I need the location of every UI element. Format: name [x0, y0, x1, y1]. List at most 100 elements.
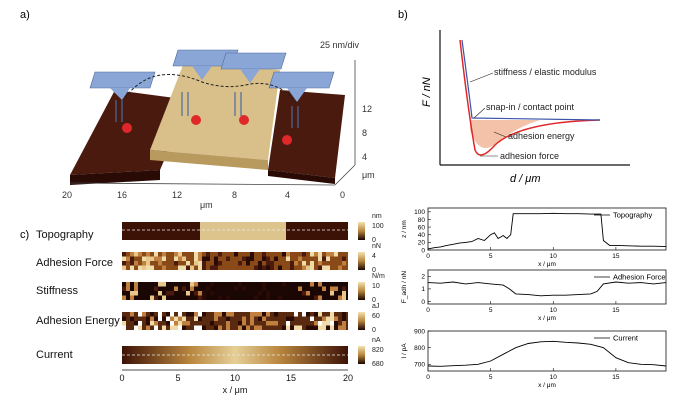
map-pixel: [134, 261, 138, 266]
colorbar-2-min: 0: [372, 297, 376, 304]
map-pixel: [270, 265, 274, 270]
plot-frame: [427, 207, 667, 251]
y-tick-label: 0: [421, 299, 425, 306]
map-pixel: [130, 312, 134, 317]
map-pixel: [310, 316, 314, 321]
map-pixel: [190, 265, 194, 270]
map-pixel: [282, 282, 286, 287]
x-tick-label: 5: [489, 307, 493, 314]
plot-xlabel: x / μm: [538, 315, 556, 322]
map-pixel: [138, 252, 142, 257]
map-pixel: [134, 321, 138, 326]
map-pixel: [318, 312, 322, 317]
surface-right: [268, 90, 345, 178]
panel-c-label: c): [20, 229, 29, 241]
map-pixel: [262, 286, 266, 291]
map-pixel: [154, 321, 158, 326]
surface-right-side: [268, 170, 335, 184]
map-pixel: [218, 252, 222, 257]
c-x-tick-2: 10: [230, 373, 240, 383]
map-pixel: [186, 261, 190, 266]
map-pixel: [250, 256, 254, 261]
map-pixel: [246, 265, 250, 270]
map-pixel: [194, 325, 198, 330]
map-adhesion-force: [122, 252, 348, 270]
map-pixel: [198, 261, 202, 266]
series-line: [427, 281, 667, 297]
map-pixel: [302, 252, 306, 257]
c-x-tick-0: 0: [119, 373, 124, 383]
map-pixel: [310, 252, 314, 257]
map-pixel: [214, 252, 218, 257]
map-pixel: [266, 265, 270, 270]
panel-a: a): [20, 9, 375, 210]
plot-xlabel: x / μm: [538, 261, 556, 268]
b-xlabel: d / μm: [510, 173, 540, 185]
map-pixel: [318, 256, 322, 261]
map-pixel: [122, 325, 126, 330]
map-pixel: [134, 325, 138, 330]
map-pixel: [170, 312, 174, 317]
map-pixel: [242, 321, 246, 326]
map-pixel: [146, 321, 150, 326]
map-pixel: [322, 265, 326, 270]
map-pixel: [126, 256, 130, 261]
map-pixel: [166, 316, 170, 321]
map-pixel: [286, 256, 290, 261]
map-pixel: [226, 312, 230, 317]
map-pixel: [342, 321, 346, 326]
map-pixel: [342, 256, 346, 261]
map-pixel: [246, 261, 250, 266]
map-pixel: [254, 261, 258, 266]
contact-dot-2: [191, 115, 201, 125]
map-pixel: [178, 312, 182, 317]
map-pixel: [162, 282, 166, 287]
map-pixel: [318, 295, 322, 300]
map-pixel: [130, 261, 134, 266]
annotation-force: adhesion force: [500, 151, 559, 161]
x-tick-3: 8: [232, 190, 237, 200]
map-pixel: [214, 261, 218, 266]
x-tick-label: 15: [612, 374, 620, 381]
map-pixel: [290, 261, 294, 266]
map-pixel: [214, 316, 218, 321]
map-pixel: [186, 312, 190, 317]
map-pixel: [154, 252, 158, 257]
map-pixel: [122, 286, 126, 291]
map-label-3: Adhesion Energy: [36, 315, 120, 327]
tip-4: [287, 88, 307, 102]
map-pixel: [122, 261, 126, 266]
map-pixel: [270, 295, 274, 300]
map-pixel: [202, 325, 206, 330]
map-pixel: [162, 265, 166, 270]
x-tick-label: 5: [489, 374, 493, 381]
map-pixel: [162, 316, 166, 321]
map-pixel: [182, 286, 186, 291]
map-pixel: [334, 252, 338, 257]
map-pixel: [318, 265, 322, 270]
x-tick-label: 10: [550, 374, 558, 381]
map-pixel: [202, 291, 206, 296]
map-pixel: [290, 265, 294, 270]
motion-arrows: [115, 92, 299, 128]
map-pixel: [170, 316, 174, 321]
y-tick-label: 800: [414, 345, 425, 352]
colorbar-3-min: 0: [372, 327, 376, 334]
map-pixel: [278, 265, 282, 270]
map-pixel: [278, 256, 282, 261]
y-tick-2: 8: [362, 128, 367, 138]
map-pixel: [142, 265, 146, 270]
line-plot-1: 0 5 10 15 0 1 2 x / μm F_adh / nN Adhesion Force: [401, 269, 667, 322]
map-pixel: [254, 265, 258, 270]
y-tick-label: 40: [418, 232, 426, 239]
map-pixel: [210, 295, 214, 300]
map-pixel: [150, 321, 154, 326]
map-pixel: [282, 325, 286, 330]
annotation-stiffness: stiffness / elastic modulus: [494, 67, 597, 77]
map-pixel: [254, 295, 258, 300]
map-adhesion-energy: [122, 312, 348, 330]
z-scale-label: 25 nm/div: [320, 40, 360, 50]
y-tick-label: 0: [421, 247, 425, 254]
map-pixel: [154, 256, 158, 261]
map-pixel: [210, 252, 214, 257]
